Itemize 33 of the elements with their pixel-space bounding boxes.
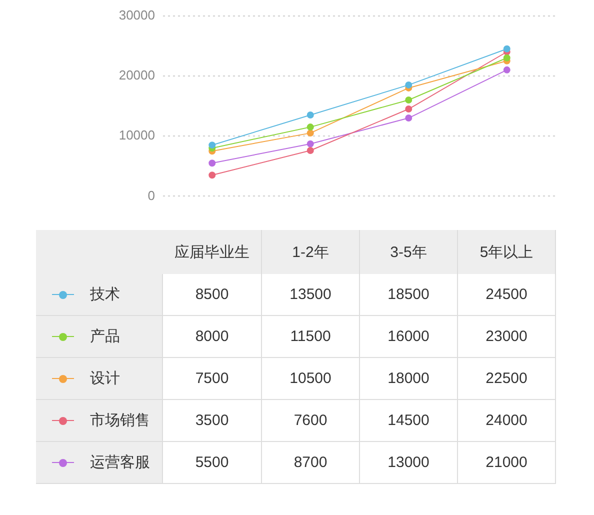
data-label: 10500 bbox=[262, 358, 360, 400]
legend-label: 技术 bbox=[90, 285, 120, 304]
data-label: 7500 bbox=[163, 358, 262, 400]
data-label: 14500 bbox=[360, 400, 458, 442]
legend-label: 设计 bbox=[90, 369, 120, 388]
data-label: 3500 bbox=[163, 400, 262, 442]
data-label: 5500 bbox=[163, 442, 262, 484]
y-tick-label: 30000 bbox=[118, 7, 155, 22]
data-label: 18000 bbox=[360, 358, 458, 400]
legend-label: 市场销售 bbox=[90, 411, 150, 430]
y-tick-label: 20000 bbox=[118, 68, 155, 83]
data-label: 23000 bbox=[458, 316, 556, 358]
data-label: 8000 bbox=[163, 316, 262, 358]
data-label: 8500 bbox=[163, 274, 262, 316]
data-label: 11500 bbox=[262, 316, 360, 358]
y-tick-label: 10000 bbox=[118, 128, 155, 143]
x-tick-label: 3-5年 bbox=[360, 230, 458, 274]
x-tick-label: 1-2年 bbox=[262, 230, 360, 274]
data-label: 21000 bbox=[458, 442, 556, 484]
data-label: 24000 bbox=[458, 400, 556, 442]
legend-label: 产品 bbox=[90, 327, 120, 346]
data-label: 13000 bbox=[360, 442, 458, 484]
data-label: 16000 bbox=[360, 316, 458, 358]
x-tick-label: 5年以上 bbox=[458, 230, 556, 274]
data-label: 24500 bbox=[458, 274, 556, 316]
legend-label: 运营客服 bbox=[90, 453, 150, 472]
x-tick-label: 应届毕业生 bbox=[163, 230, 262, 274]
data-label: 18500 bbox=[360, 274, 458, 316]
y-tick-label: 0 bbox=[148, 188, 155, 203]
data-label: 22500 bbox=[458, 358, 556, 400]
data-label: 7600 bbox=[262, 400, 360, 442]
data-label: 13500 bbox=[262, 274, 360, 316]
data-label: 8700 bbox=[262, 442, 360, 484]
